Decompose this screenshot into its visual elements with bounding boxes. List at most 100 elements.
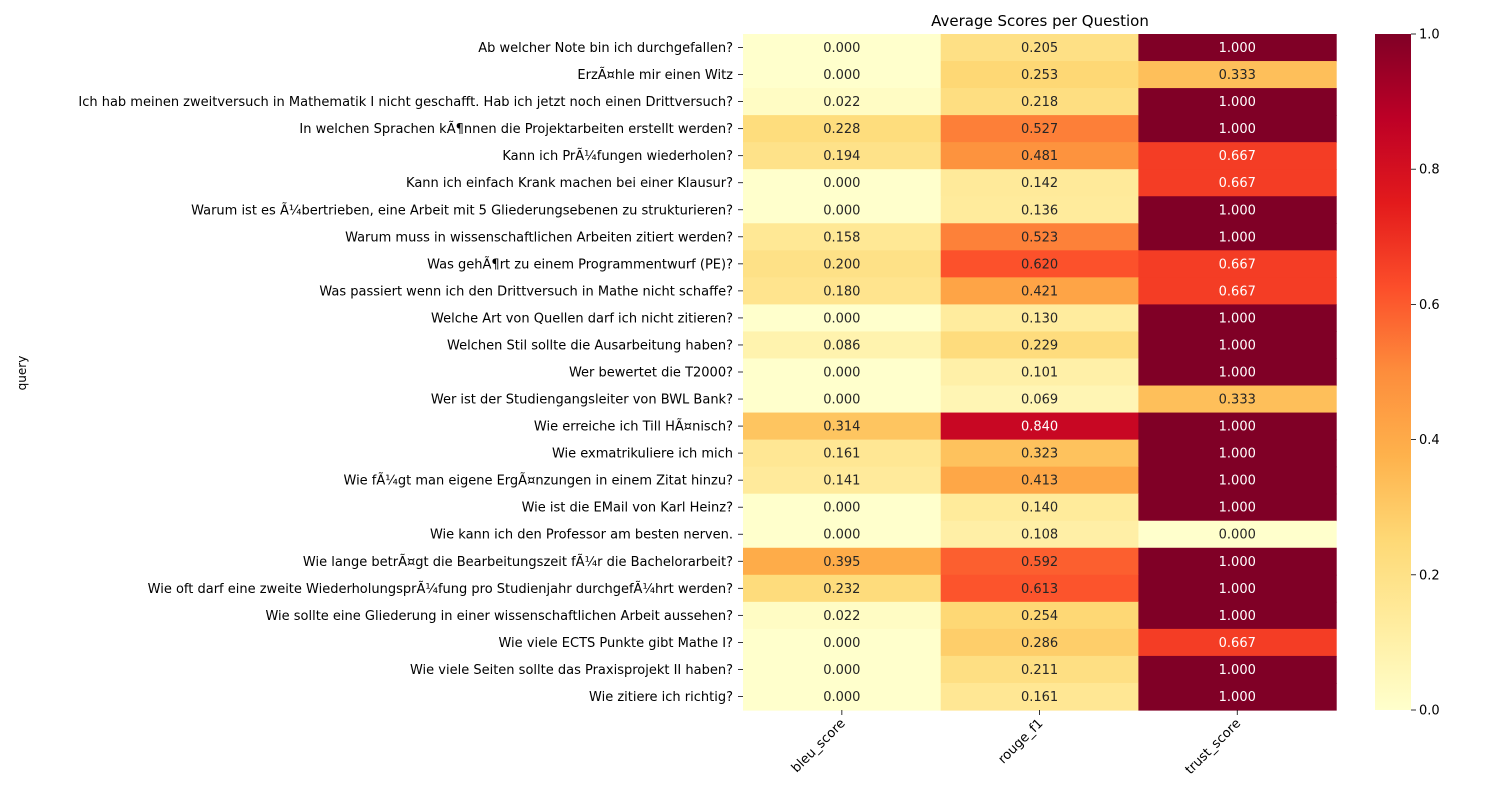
heatmap-cell — [1138, 466, 1337, 495]
heatmap-cell — [1138, 439, 1337, 468]
cell-value-label: 1.000 — [1219, 690, 1256, 705]
cell-value-label: 0.022 — [823, 95, 860, 110]
heatmap-cell — [940, 682, 1139, 711]
cell-value-label: 0.158 — [823, 230, 860, 245]
heatmap-cell — [1138, 61, 1337, 89]
heatmap-cell — [743, 169, 942, 197]
heatmap-cell — [1138, 655, 1337, 684]
heatmap-cell — [940, 34, 1139, 62]
cell-value-label: 0.086 — [823, 338, 860, 353]
heatmap-cell — [1138, 493, 1337, 522]
y-tick-label: Wer bewertet die T2000? — [569, 366, 733, 381]
heatmap-cell — [1138, 304, 1337, 333]
cell-value-label: 0.140 — [1021, 501, 1058, 516]
y-tick-label: Wie sollte eine Gliederung in einer wiss… — [265, 609, 733, 624]
cell-value-label: 1.000 — [1219, 609, 1256, 624]
colorbar-tick-label: 1.0 — [1419, 28, 1440, 43]
heatmap-cell — [1138, 628, 1337, 657]
heatmap-cell — [1138, 88, 1337, 116]
y-tick-label: Wie kann ich den Professor am besten ner… — [430, 528, 733, 543]
y-tick-label: Wie erreiche ich Till HÃ¤nisch? — [534, 419, 733, 435]
heatmap-cell — [743, 142, 942, 170]
heatmap-cell — [940, 439, 1139, 468]
y-tick-label: ErzÃ¤hle mir einen Witz — [577, 67, 733, 83]
cell-value-label: 0.333 — [1219, 393, 1256, 408]
cell-value-label: 0.069 — [1021, 393, 1058, 408]
cell-value-label: 0.000 — [823, 68, 860, 83]
heatmap-cell — [940, 601, 1139, 630]
heatmap-cell — [940, 196, 1139, 224]
heatmap-cell — [743, 439, 942, 468]
heatmap-cell — [743, 331, 942, 360]
heatmap-cell — [743, 115, 942, 143]
cell-value-label: 0.000 — [823, 663, 860, 678]
y-tick-label: Wie ist die EMail von Karl Heinz? — [522, 501, 733, 516]
cell-value-label: 0.228 — [823, 122, 860, 137]
y-tick-label: Ab welcher Note bin ich durchgefallen? — [478, 41, 733, 56]
heatmap-cell — [940, 223, 1139, 251]
cell-value-label: 0.000 — [823, 501, 860, 516]
cell-value-label: 0.840 — [1021, 420, 1058, 435]
heatmap-cell — [1138, 385, 1337, 414]
heatmap-cell — [743, 277, 942, 305]
cell-value-label: 0.108 — [1021, 528, 1058, 543]
x-tick-label: rouge_f1 — [996, 716, 1047, 767]
cell-value-label: 0.000 — [823, 366, 860, 381]
heatmap-cell — [940, 358, 1139, 387]
heatmap-cell — [940, 412, 1139, 441]
heatmap-cell — [743, 88, 942, 116]
heatmap-cell — [940, 115, 1139, 143]
heatmap-cell — [940, 628, 1139, 657]
y-tick-label: Wie lange betrÃ¤gt die Bearbeitungszeit … — [303, 554, 733, 570]
cell-value-label: 0.022 — [823, 609, 860, 624]
y-axis-label: query — [15, 356, 29, 391]
cell-value-label: 0.314 — [823, 420, 860, 435]
cell-value-label: 0.395 — [823, 555, 860, 570]
heatmap-cell — [1138, 682, 1337, 711]
heatmap-cell — [1138, 412, 1337, 441]
heatmap-cell — [940, 169, 1139, 197]
y-tick-label: Wie oft darf eine zweite Wiederholungspr… — [148, 581, 733, 597]
cell-value-label: 0.527 — [1021, 122, 1058, 137]
cell-value-label: 1.000 — [1219, 95, 1256, 110]
y-tick-label: Wie zitiere ich richtig? — [589, 690, 733, 705]
heatmap-cell — [1138, 142, 1337, 170]
y-tick-label: Wer ist der Studiengangsleiter von BWL B… — [431, 393, 733, 408]
heatmap-cell — [743, 250, 942, 278]
cell-value-label: 0.000 — [823, 528, 860, 543]
cell-value-label: 0.000 — [823, 636, 860, 651]
cell-value-label: 1.000 — [1219, 474, 1256, 489]
cell-value-label: 1.000 — [1219, 122, 1256, 137]
cell-value-label: 1.000 — [1219, 420, 1256, 435]
heatmap-cell — [1138, 574, 1337, 603]
heatmap-cell — [743, 61, 942, 89]
y-tick-label: Was gehÃ¶rt zu einem Programmentwurf (PE… — [427, 256, 733, 272]
cell-value-label: 0.161 — [823, 447, 860, 462]
colorbar-tick-label: 0.4 — [1419, 433, 1440, 448]
cell-value-label: 0.101 — [1021, 366, 1058, 381]
cell-value-label: 0.142 — [1021, 176, 1058, 191]
heatmap-cells — [743, 34, 1337, 711]
cell-value-label: 0.194 — [823, 149, 860, 164]
cell-value-label: 0.218 — [1021, 95, 1058, 110]
heatmap-cell — [743, 412, 942, 441]
heatmap-cell — [743, 655, 942, 684]
cell-value-label: 1.000 — [1219, 582, 1256, 597]
heatmap-cell — [743, 682, 942, 711]
cell-value-labels: 0.000 0.205 1.000 0.000 0.253 0.333 0.022 0.218… — [823, 41, 1256, 705]
heatmap-cell — [1138, 277, 1337, 305]
heatmap-cell — [1138, 34, 1337, 62]
heatmap-cell — [1138, 196, 1337, 224]
heatmap-cell — [743, 601, 942, 630]
y-tick-label: In welchen Sprachen kÃ¶nnen die Projekta… — [299, 121, 733, 137]
heatmap-cell — [1138, 358, 1337, 387]
y-tick-label: Wie exmatrikuliere ich mich — [552, 447, 733, 462]
cell-value-label: 0.000 — [823, 690, 860, 705]
cell-value-label: 0.136 — [1021, 203, 1058, 218]
cell-value-label: 0.211 — [1021, 663, 1058, 678]
colorbar-tick-label: 0.0 — [1419, 704, 1440, 719]
colorbar-tick-label: 0.2 — [1419, 568, 1440, 583]
cell-value-label: 0.667 — [1219, 149, 1256, 164]
cell-value-label: 0.333 — [1219, 68, 1256, 83]
cell-value-label: 0.667 — [1219, 176, 1256, 191]
